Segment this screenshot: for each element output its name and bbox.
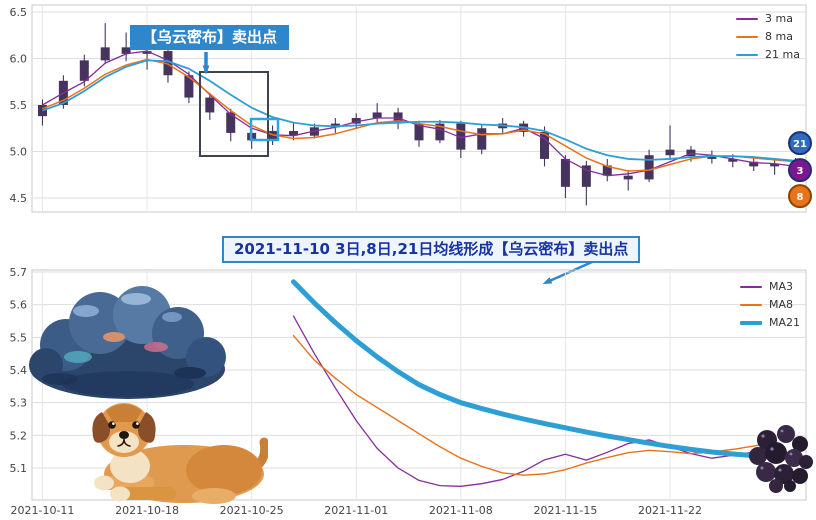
candle-body: [623, 175, 633, 180]
legend-item-21ma: 21 ma: [736, 48, 800, 61]
candle-body: [121, 47, 131, 54]
candle-body: [226, 112, 236, 133]
cloud-accents: [42, 293, 206, 385]
top-ma-line-21ma: [42, 59, 796, 162]
bottom-y-tick-label: 5.2: [10, 429, 28, 442]
top-ma-line-8ma: [42, 58, 796, 172]
MA8-line-swatch: [739, 303, 762, 306]
legend-label-MA8: MA8: [768, 298, 793, 311]
crossover-highlight-box: [249, 117, 280, 142]
candle-body: [435, 123, 445, 141]
bottom-chart-legend: MA3 MA8 MA21: [739, 280, 800, 329]
legend-label-3ma: 3 ma: [765, 12, 793, 25]
legend-label-8ma: 8 ma: [765, 30, 793, 43]
top-ma-line-3ma: [42, 50, 796, 177]
candle-body: [644, 155, 654, 180]
dog-head: [92, 403, 156, 457]
bottom-y-tick-label: 5.6: [10, 299, 28, 312]
top-y-tick-label: 6.0: [10, 53, 28, 66]
cloud-body: [29, 286, 226, 399]
bottom-x-tick-label: 2021-11-22: [638, 504, 702, 517]
candle-body: [414, 123, 424, 141]
ma-badge-label-8: 8: [797, 192, 804, 203]
top-y-tick-label: 5.5: [10, 99, 28, 112]
legend-item-MA21: MA21: [739, 316, 800, 329]
candle-body: [142, 51, 152, 54]
berry-cluster-illustration: [749, 425, 813, 493]
bottom-ma-line-MA8: [292, 335, 776, 476]
21ma-line-swatch: [736, 53, 759, 56]
8ma-line-swatch: [736, 35, 759, 38]
bottom-x-tick-label: 2021-10-25: [220, 504, 284, 517]
ma-badge-3: [788, 158, 812, 183]
legend-item-MA3: MA3: [739, 280, 800, 293]
bottom-ma-line-MA3: [292, 315, 776, 487]
MA3-line-swatch: [739, 285, 762, 288]
candle-body: [163, 51, 173, 76]
bottom-x-tick-label: 2021-10-18: [115, 504, 179, 517]
bottom-x-tick-label: 2021-11-08: [429, 504, 493, 517]
top-y-tick-label: 4.5: [10, 192, 28, 205]
bottom-x-tick-label: 2021-11-15: [533, 504, 597, 517]
candle-body: [184, 75, 194, 98]
legend-item-8ma: 8 ma: [736, 30, 800, 43]
candle-body: [288, 131, 298, 136]
top-chart-legend: 3 ma 8 ma 21 ma: [736, 12, 800, 61]
candle-body: [372, 112, 382, 119]
bottom-ma-line-MA21: [290, 279, 778, 460]
legend-item-3ma: 3 ma: [736, 12, 800, 25]
candle-body: [560, 158, 570, 187]
top-plot-border: [31, 4, 807, 213]
bottom-plot-border: [31, 269, 807, 501]
legend-label-MA3: MA3: [768, 280, 793, 293]
dark-cloud-illustration: [29, 286, 226, 399]
pattern-highlight-box: [199, 71, 269, 157]
bottom-y-tick-label: 5.3: [10, 397, 28, 410]
ma-badge-label-21: 21: [793, 139, 807, 150]
candle-body: [602, 165, 612, 176]
bottom-y-tick-label: 5.4: [10, 364, 28, 377]
legend-label-21ma: 21 ma: [765, 48, 800, 61]
pattern-date-annotation: 2021-11-10 3日,8日,21日均线形成【乌云密布】卖出点: [222, 236, 641, 263]
candle-body: [268, 131, 278, 141]
sell-point-callout: 【乌云密布】卖出点: [130, 25, 290, 50]
legend-item-MA8: MA8: [739, 298, 800, 311]
ma-badge-8: [788, 184, 812, 209]
candle-body: [581, 165, 591, 187]
bottom-y-tick-label: 5.5: [10, 331, 28, 344]
candle-body: [351, 118, 361, 124]
berries: [749, 425, 813, 493]
bottom-y-tick-label: 5.7: [10, 266, 28, 279]
candle-body: [707, 156, 717, 159]
MA21-line-swatch: [739, 320, 762, 325]
candle-body: [456, 123, 466, 150]
candle-body: [749, 161, 759, 167]
candle-body: [330, 123, 340, 128]
candle-body: [728, 158, 738, 162]
bottom-x-tick-label: 2021-11-01: [324, 504, 388, 517]
top-y-tick-label: 5.0: [10, 146, 28, 159]
candle-body: [100, 47, 110, 61]
dog-illustration: [92, 403, 268, 504]
ma-badge-21: [788, 131, 812, 156]
ma-badge-label-3: 3: [797, 166, 804, 177]
candle-body: [477, 128, 487, 150]
candle-body: [665, 149, 675, 156]
candle-body: [79, 60, 89, 81]
dog-body: [94, 437, 268, 504]
candle-body: [770, 163, 780, 167]
3ma-line-swatch: [736, 17, 759, 20]
top-y-tick-label: 6.5: [10, 6, 28, 19]
bottom-x-tick-label: 2021-10-11: [10, 504, 74, 517]
candle-body: [205, 97, 215, 113]
legend-label-MA21: MA21: [768, 316, 800, 329]
candle-body: [540, 131, 550, 159]
bottom-y-tick-label: 5.1: [10, 462, 28, 475]
